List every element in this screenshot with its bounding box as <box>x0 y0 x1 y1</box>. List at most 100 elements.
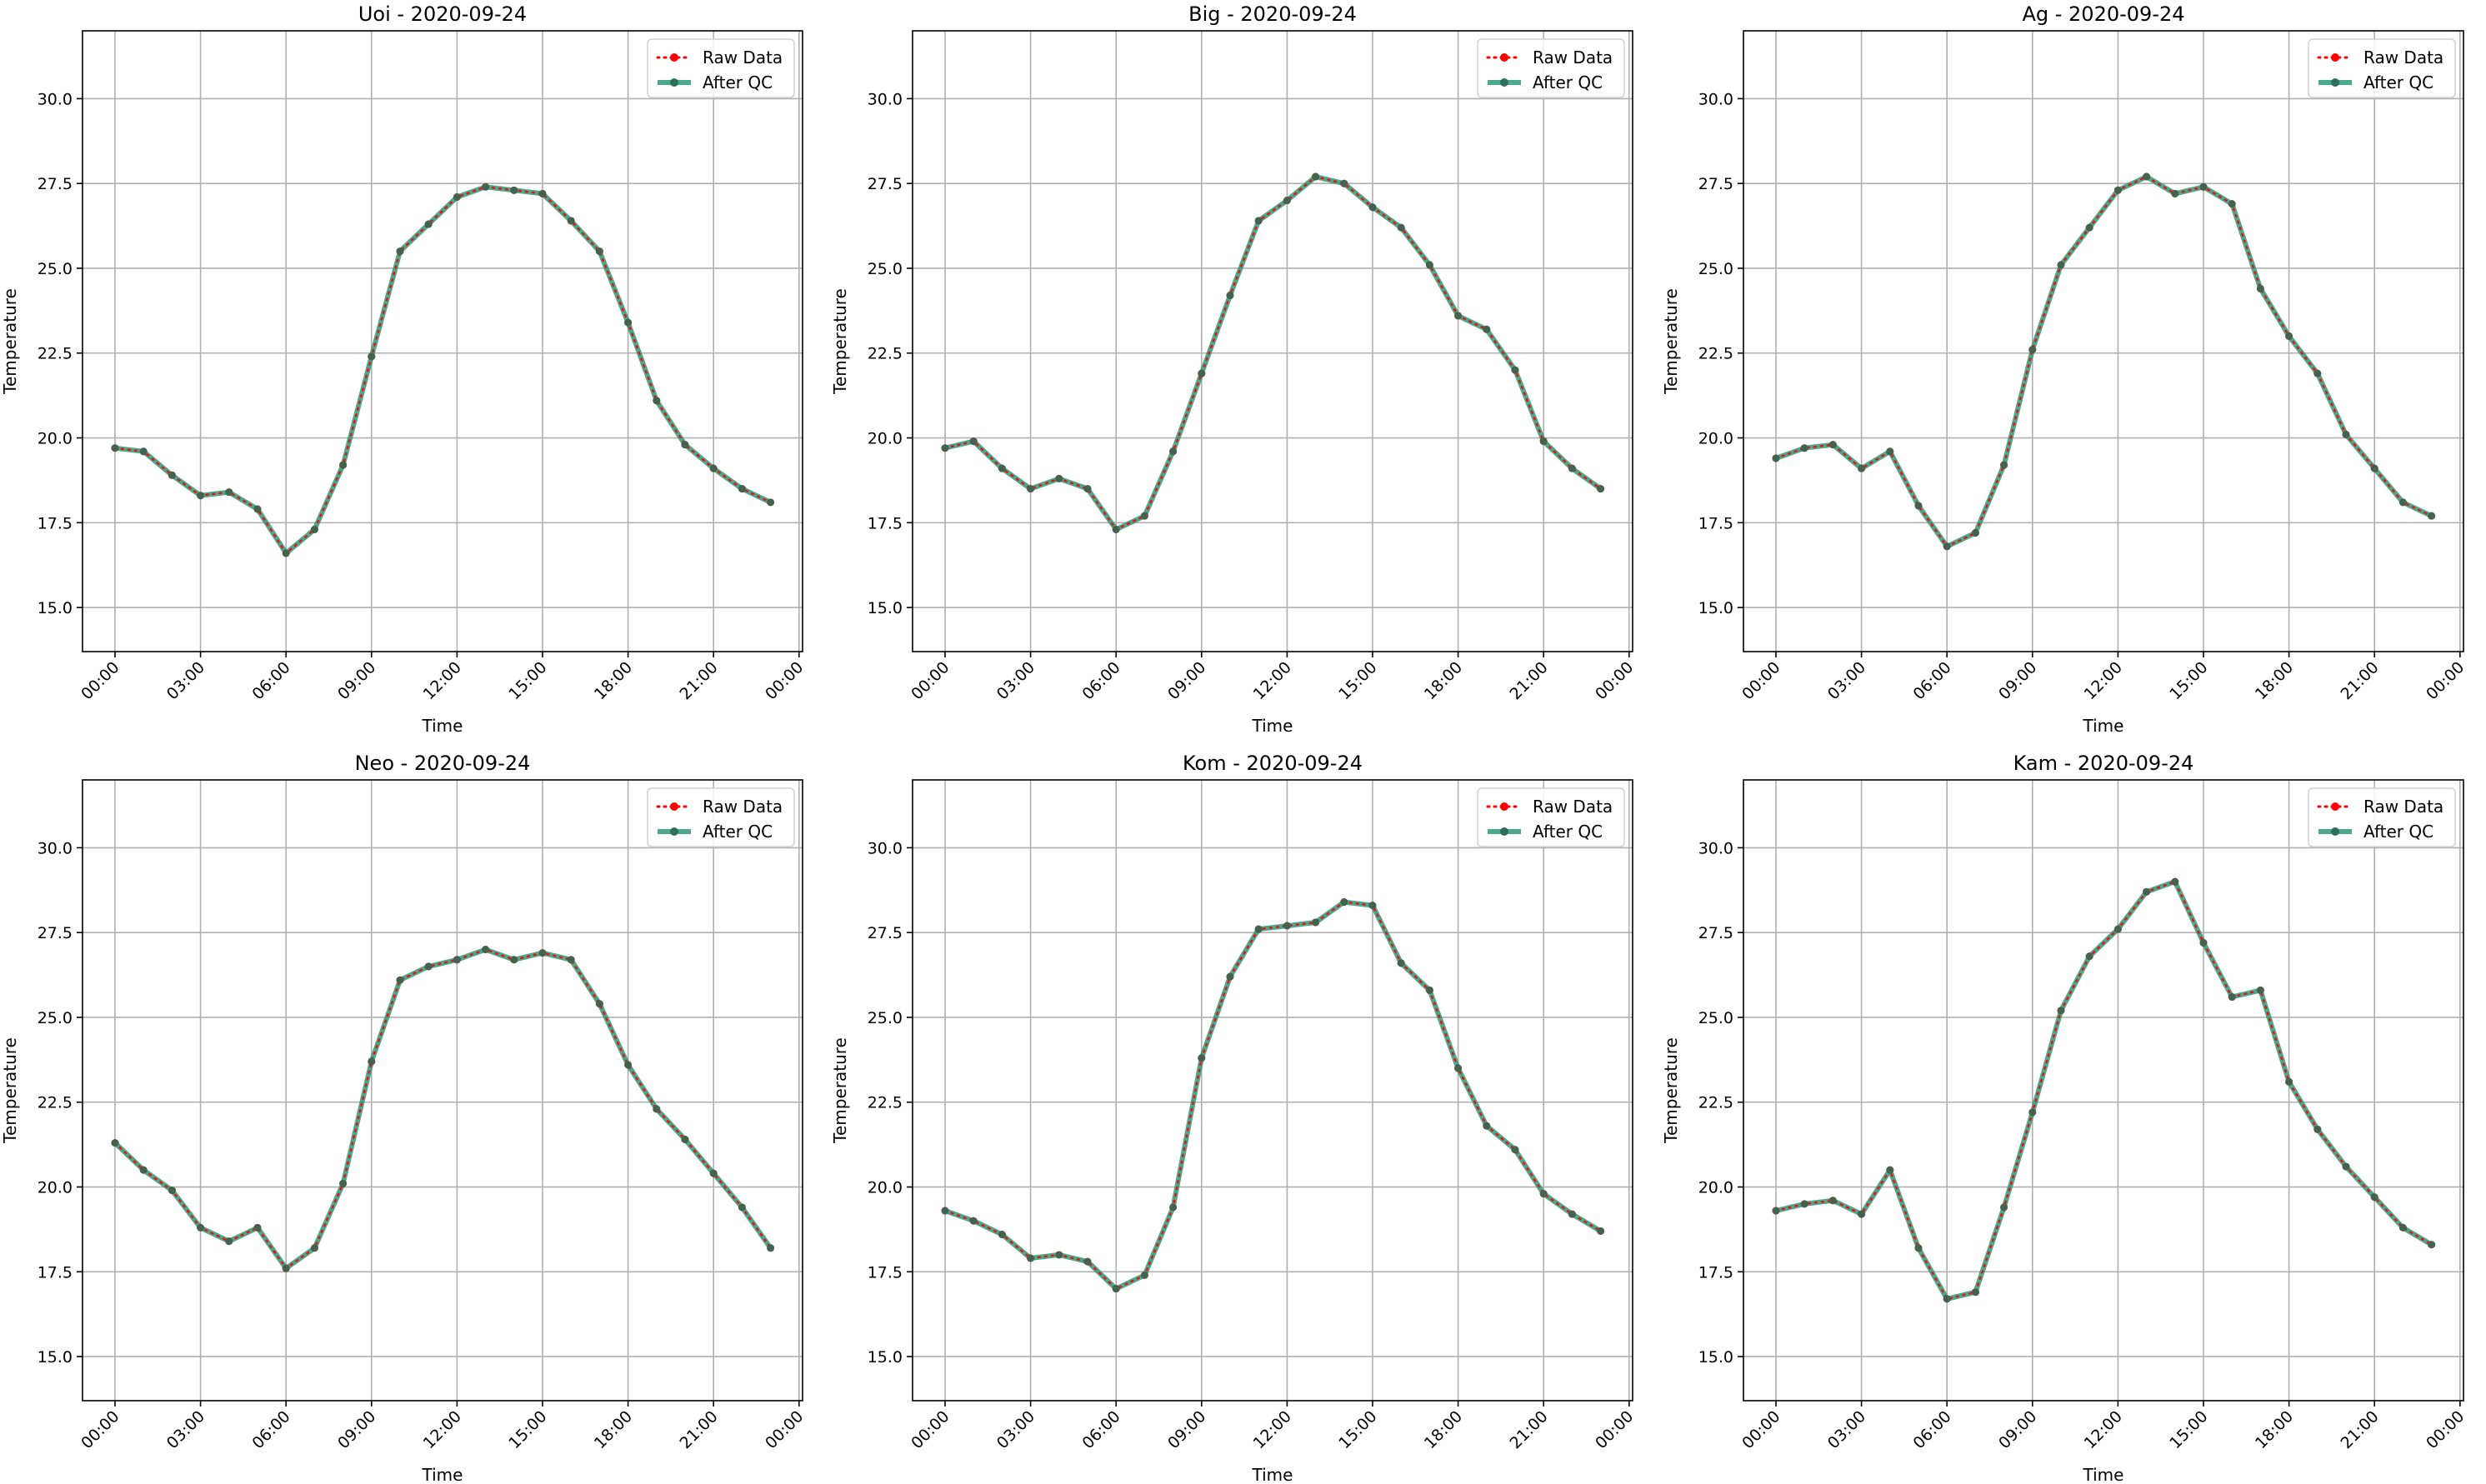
data-point-after-qc <box>1828 441 1837 449</box>
x-tick-label: 18:00 <box>591 1407 636 1452</box>
data-point-after-qc <box>2398 498 2407 507</box>
data-point-after-qc <box>709 1169 718 1177</box>
plot-area <box>83 780 803 1401</box>
data-point-after-qc <box>1914 1244 1923 1252</box>
data-point-after-qc <box>1140 1271 1148 1279</box>
data-point-after-qc <box>1800 1200 1808 1208</box>
data-point-after-qc <box>998 1231 1006 1239</box>
y-tick-label: 20.0 <box>868 430 903 448</box>
data-point-after-qc <box>1397 959 1405 967</box>
data-point-after-qc <box>2085 223 2093 232</box>
data-point-after-qc <box>1198 1054 1206 1062</box>
x-tick-label: 21:00 <box>676 658 721 703</box>
axes-frame <box>912 30 1633 652</box>
axes-frame <box>82 779 803 1402</box>
data-point-after-qc <box>510 186 518 194</box>
data-point-after-qc <box>2028 1108 2037 1117</box>
x-tick-label: 21:00 <box>2337 658 2382 703</box>
x-tick-label: 06:00 <box>1909 658 1954 703</box>
data-point-after-qc <box>1083 485 1092 493</box>
data-point-after-qc <box>139 447 148 456</box>
plot-area <box>1743 31 2463 652</box>
data-point-after-qc <box>424 220 433 228</box>
x-tick-label: 15:00 <box>505 1407 550 1452</box>
y-tick-label: 20.0 <box>1698 1179 1733 1197</box>
data-point-after-qc <box>2000 461 2008 469</box>
data-point-after-qc <box>253 1223 262 1232</box>
x-tick-label: 15:00 <box>2166 1407 2211 1452</box>
x-tick-label: 06:00 <box>248 658 293 703</box>
data-point-after-qc <box>1140 512 1148 520</box>
data-point-after-qc <box>396 976 404 984</box>
data-point-after-qc <box>1511 1146 1519 1154</box>
x-tick-label: 03:00 <box>993 1407 1038 1452</box>
legend-label-raw-data: Raw Data <box>1533 797 1613 817</box>
data-point-after-qc <box>1483 1122 1491 1130</box>
data-point-after-qc <box>339 1179 348 1187</box>
y-tick-label: 17.5 <box>868 1263 903 1282</box>
x-tick-label: 06:00 <box>248 1407 293 1452</box>
y-tick-label: 22.5 <box>868 1094 903 1112</box>
chart-title: Kam - 2020-09-24 <box>2013 752 2194 775</box>
plot-area <box>83 31 803 652</box>
y-tick-label: 15.0 <box>1698 599 1733 617</box>
data-point-after-qc <box>424 962 433 971</box>
data-point-after-qc <box>767 498 775 507</box>
x-tick-label: 09:00 <box>334 1407 379 1452</box>
data-point-after-qc <box>1055 474 1063 482</box>
x-tick-label: 15:00 <box>2166 658 2211 703</box>
data-point-after-qc <box>1112 1285 1120 1293</box>
data-point-after-qc <box>1340 898 1348 907</box>
axes-frame <box>1743 779 2464 1402</box>
y-tick-label: 30.0 <box>38 839 73 857</box>
data-point-after-qc <box>1083 1257 1092 1266</box>
y-axis-label: Temperature <box>0 1037 20 1144</box>
x-tick-label: 21:00 <box>1506 658 1551 703</box>
data-point-after-qc <box>1886 1166 1894 1174</box>
data-point-after-qc <box>2313 369 2322 377</box>
subplot-2: 15.0 17.5 20.0 22.5 25.0 27.5 30.0 00:00 03:00 06… <box>830 2 1637 736</box>
data-point-after-qc <box>2057 261 2065 269</box>
data-point-after-qc <box>1800 444 1808 452</box>
legend-marker-raw-data <box>670 802 678 811</box>
data-point-after-qc <box>1772 454 1780 462</box>
legend-marker-raw-data <box>670 53 678 62</box>
data-point-after-qc <box>969 1217 978 1225</box>
y-tick-label: 25.0 <box>868 260 903 278</box>
y-tick-label: 15.0 <box>38 599 73 617</box>
data-point-after-qc <box>1027 485 1035 493</box>
y-tick-label: 17.5 <box>38 1263 73 1282</box>
data-point-after-qc <box>1312 918 1320 927</box>
legend-label-raw-data: Raw Data <box>2363 797 2443 817</box>
data-point-after-qc <box>1772 1207 1780 1215</box>
data-point-after-qc <box>225 1237 233 1246</box>
data-point-after-qc <box>1511 366 1519 374</box>
x-axis-label: Time <box>422 716 463 736</box>
data-point-after-qc <box>1597 485 1605 493</box>
chart-title: Uoi - 2020-09-24 <box>358 2 527 26</box>
y-tick-label: 15.0 <box>868 1348 903 1367</box>
x-tick-label: 03:00 <box>993 658 1038 703</box>
x-axis-label: Time <box>2083 716 2124 736</box>
data-point-after-qc <box>1397 223 1405 232</box>
legend: Raw Data After QC <box>647 787 795 847</box>
y-tick-label: 22.5 <box>868 345 903 363</box>
x-tick-label: 09:00 <box>1995 658 2040 703</box>
data-point-after-qc <box>2143 172 2151 181</box>
subplot-6: 15.0 17.5 20.0 22.5 25.0 27.5 30.0 00:00 03:00 06… <box>1661 752 2468 1484</box>
data-point-after-qc <box>1169 447 1178 456</box>
x-axis-label: Time <box>1252 1465 1293 1484</box>
chart-title: Kom - 2020-09-24 <box>1183 752 1363 775</box>
data-point-after-qc <box>1971 1288 1979 1297</box>
data-point-after-qc <box>482 182 490 191</box>
x-tick-label: 03:00 <box>163 658 208 703</box>
data-point-after-qc <box>1254 217 1263 225</box>
data-point-after-qc <box>453 956 461 964</box>
data-point-after-qc <box>111 1139 119 1147</box>
x-tick-label: 12:00 <box>2081 1407 2126 1452</box>
data-point-after-qc <box>2199 938 2208 947</box>
data-point-after-qc <box>2370 464 2378 472</box>
data-point-after-qc <box>510 956 518 964</box>
y-tick-label: 30.0 <box>38 90 73 108</box>
x-tick-label: 15:00 <box>1335 1407 1380 1452</box>
